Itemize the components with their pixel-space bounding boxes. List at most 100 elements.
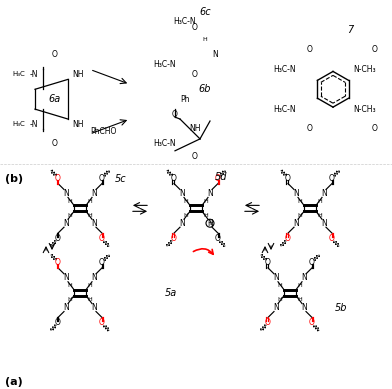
Text: H₃C-N: H₃C-N: [154, 60, 176, 69]
Text: O: O: [192, 23, 198, 32]
Text: 7: 7: [347, 25, 353, 35]
Text: O: O: [171, 234, 177, 243]
FancyArrowPatch shape: [193, 249, 213, 254]
Text: 6b: 6b: [199, 84, 211, 94]
Text: H₃C-N: H₃C-N: [274, 105, 296, 114]
Text: H: H: [203, 199, 209, 204]
Text: O: O: [372, 124, 378, 133]
Text: N: N: [179, 219, 185, 228]
Text: O: O: [309, 318, 315, 327]
Text: H₃C-N: H₃C-N: [154, 139, 176, 148]
Text: N: N: [212, 50, 218, 59]
Text: O: O: [55, 174, 61, 183]
Text: H: H: [298, 297, 302, 302]
Text: N-CH₃: N-CH₃: [354, 65, 376, 74]
Text: H: H: [298, 283, 302, 288]
Text: H: H: [68, 199, 73, 204]
Text: N: N: [273, 273, 279, 282]
Text: H₃C-N: H₃C-N: [274, 65, 296, 74]
Text: 5a: 5a: [165, 288, 177, 298]
Text: O: O: [52, 50, 58, 59]
Text: O: O: [55, 318, 61, 327]
Text: H: H: [278, 297, 282, 302]
Text: 5c: 5c: [115, 173, 127, 184]
Text: H: H: [68, 283, 73, 288]
Text: N: N: [321, 189, 327, 198]
Text: N: N: [207, 219, 213, 228]
Text: O: O: [372, 45, 378, 54]
Text: N: N: [91, 303, 97, 312]
Text: 5b: 5b: [335, 303, 347, 312]
Text: O: O: [329, 234, 335, 243]
Text: O: O: [55, 258, 61, 267]
Text: N: N: [63, 219, 69, 228]
Text: N: N: [301, 303, 307, 312]
Text: H: H: [203, 213, 209, 218]
Text: N: N: [293, 189, 299, 198]
Text: O: O: [309, 258, 315, 267]
Text: H₃C: H₃C: [12, 121, 25, 127]
Text: O: O: [285, 234, 291, 243]
Text: N: N: [273, 303, 279, 312]
Text: 5d: 5d: [215, 172, 227, 182]
Text: H: H: [68, 297, 73, 302]
Text: -N: -N: [30, 70, 38, 79]
Text: N: N: [293, 219, 299, 228]
Text: O: O: [215, 234, 221, 243]
Text: O: O: [99, 258, 105, 267]
Text: (b): (b): [5, 173, 23, 184]
Text: O: O: [215, 174, 221, 183]
Text: O: O: [99, 174, 105, 183]
Text: H: H: [318, 199, 322, 204]
Text: O: O: [99, 318, 105, 327]
Text: H: H: [203, 37, 207, 42]
Text: N: N: [301, 273, 307, 282]
Text: PhCHO: PhCHO: [90, 127, 116, 136]
Text: Ph: Ph: [180, 95, 190, 104]
Text: (a): (a): [5, 377, 23, 387]
Text: H: H: [68, 213, 73, 218]
Text: N: N: [63, 303, 69, 312]
Text: N: N: [91, 189, 97, 198]
Text: 6a: 6a: [49, 94, 61, 104]
Text: NH: NH: [72, 119, 84, 128]
Text: O: O: [172, 110, 178, 119]
Text: O: O: [192, 70, 198, 79]
Text: N: N: [91, 273, 97, 282]
Text: H: H: [298, 213, 302, 218]
Text: O: O: [265, 258, 271, 267]
Text: +: +: [207, 220, 213, 226]
Text: H: H: [183, 199, 189, 204]
Text: NH: NH: [189, 124, 201, 133]
Text: H: H: [88, 297, 93, 302]
Text: H: H: [183, 213, 189, 218]
Text: N: N: [91, 219, 97, 228]
Text: O: O: [285, 174, 291, 183]
Text: H: H: [88, 283, 93, 288]
Text: H: H: [278, 283, 282, 288]
Text: O: O: [307, 45, 313, 54]
Text: O: O: [171, 174, 177, 183]
Text: N-CH₃: N-CH₃: [354, 105, 376, 114]
Text: O: O: [52, 139, 58, 148]
Text: 6c: 6c: [199, 7, 211, 17]
Text: H: H: [88, 213, 93, 218]
Text: H: H: [318, 213, 322, 218]
Text: N: N: [63, 189, 69, 198]
Text: NH: NH: [72, 70, 84, 79]
Text: H₃C-N: H₃C-N: [174, 18, 196, 26]
Text: O: O: [329, 174, 335, 183]
Text: O: O: [192, 152, 198, 161]
Text: H: H: [88, 199, 93, 204]
Text: H: H: [298, 199, 302, 204]
Text: O: O: [55, 234, 61, 243]
Text: -N: -N: [30, 119, 38, 128]
Text: O: O: [307, 124, 313, 133]
Text: N: N: [179, 189, 185, 198]
Text: N: N: [207, 189, 213, 198]
Text: N: N: [63, 273, 69, 282]
Text: H₃C: H₃C: [12, 72, 25, 77]
Text: O: O: [99, 234, 105, 243]
Text: N: N: [321, 219, 327, 228]
Text: O: O: [265, 318, 271, 327]
